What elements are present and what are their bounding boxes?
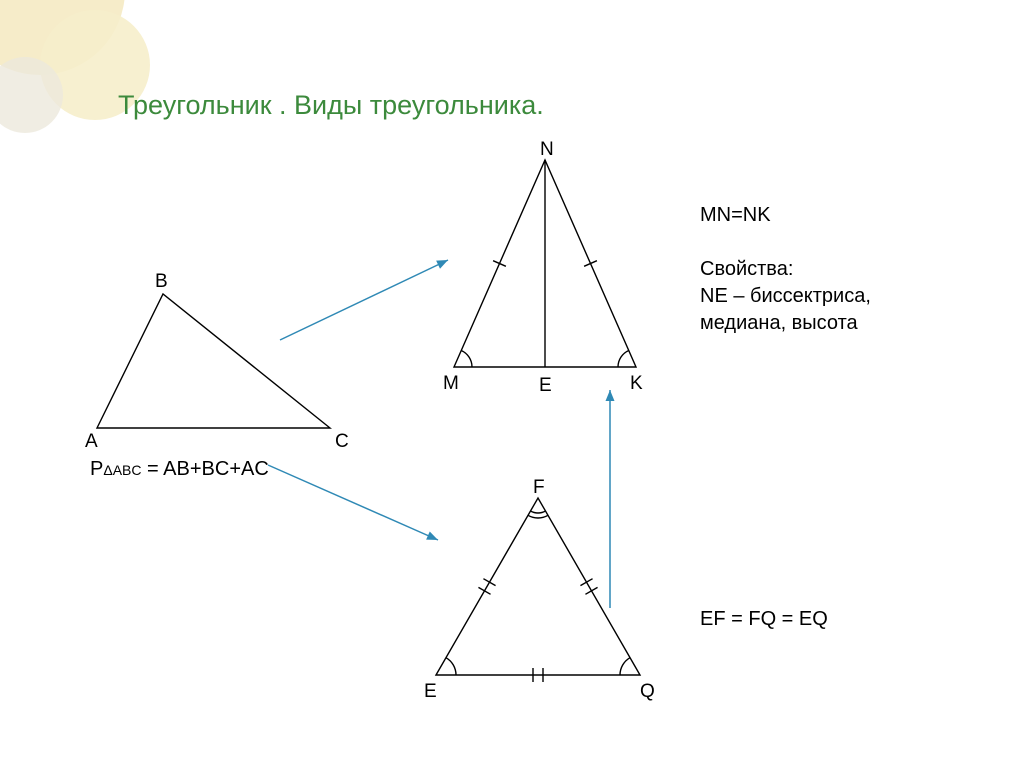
svg-text:N: N [540,139,554,160]
isosceles-properties: MN=NK Свойства:NE – биссектриса,медиана,… [700,202,871,337]
page-title: Треугольник . Виды треугольника. [118,90,544,121]
equilateral-properties: EF = FQ = EQ [700,606,828,633]
svg-text:Q: Q [640,681,655,702]
svg-text:E: E [539,375,552,396]
perimeter-formula: PΔABC = AB+BC+AC [90,456,269,483]
svg-text:M: M [443,373,459,394]
svg-text:A: A [85,431,98,452]
svg-text:C: C [335,431,349,452]
svg-text:F: F [533,477,545,498]
svg-text:E: E [424,681,437,702]
svg-text:B: B [155,271,168,292]
svg-text:K: K [630,373,643,394]
